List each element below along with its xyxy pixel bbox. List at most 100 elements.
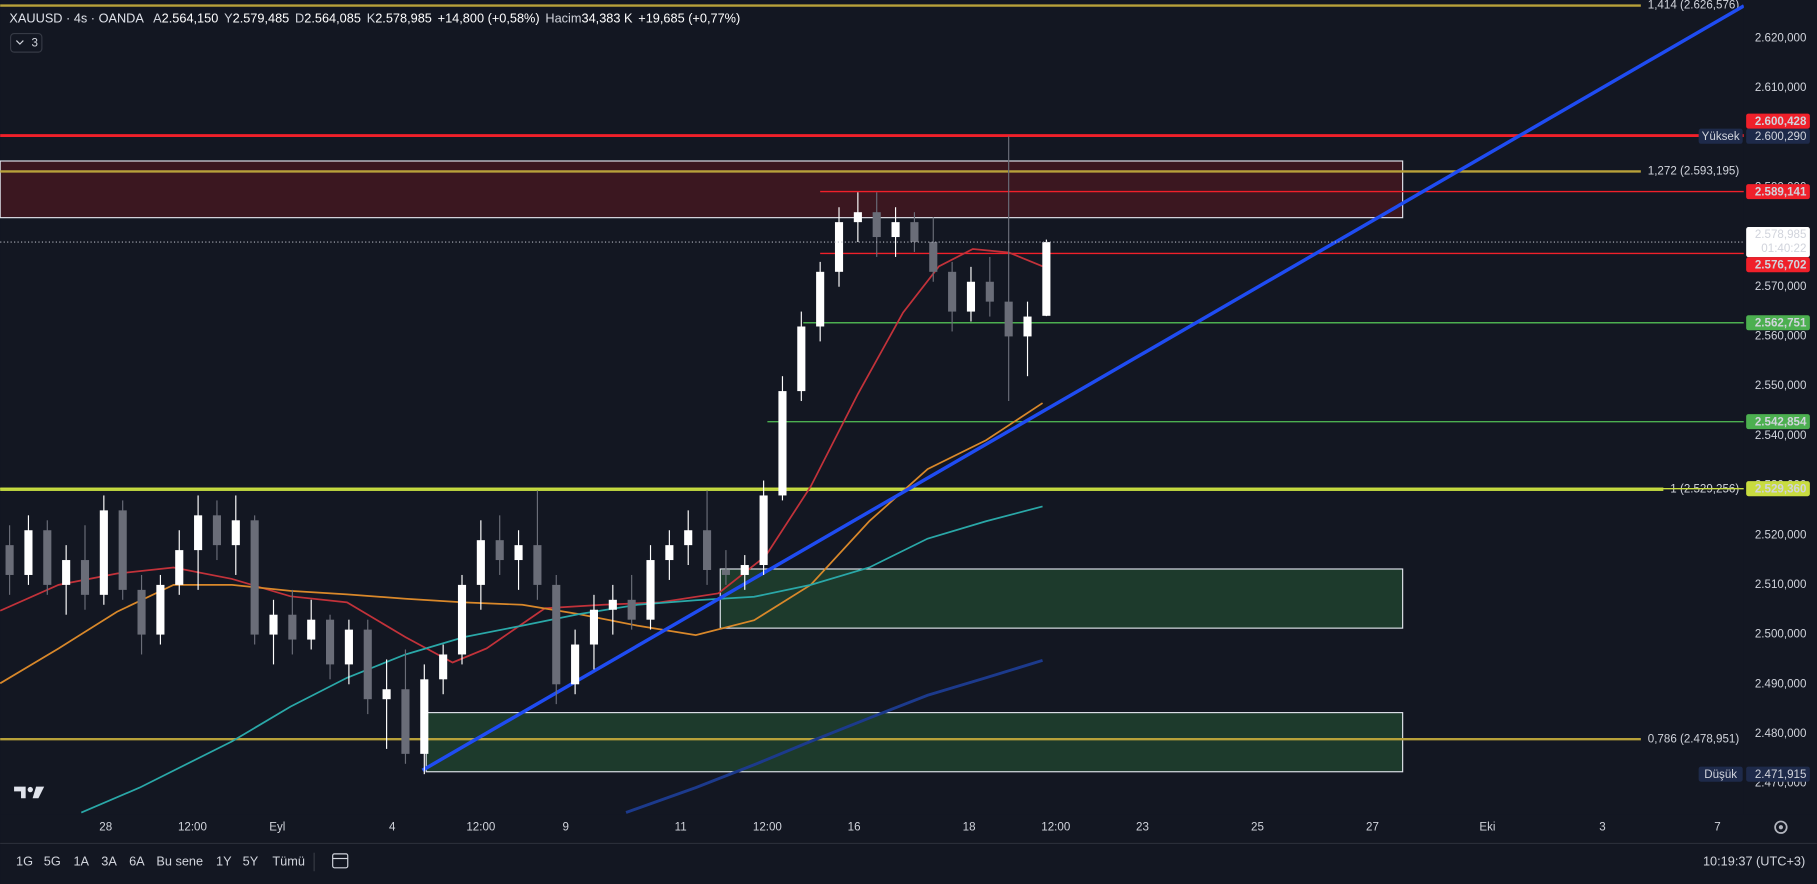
candle-body	[684, 530, 693, 546]
level-badge	[1746, 184, 1810, 200]
y-tick-label: 2.510,000	[1755, 579, 1807, 591]
extreme-label: 2.600,290	[1755, 131, 1807, 143]
zone	[0, 160, 1404, 219]
fib-label: 1,272 (2.593,195)	[1648, 166, 1740, 178]
candle-body	[853, 212, 862, 223]
range-button[interactable]: 5G	[44, 853, 61, 868]
x-tick-label: 12:00	[178, 821, 207, 833]
candle-body	[156, 584, 165, 635]
candle-body	[175, 550, 184, 585]
ohlc-key: Y	[224, 11, 233, 26]
level-badge	[1746, 414, 1810, 430]
moving-average	[80, 505, 1043, 814]
symbol[interactable]: XAUUSD · 4s · OANDA	[9, 11, 144, 26]
y-tick-label: 2.540,000	[1755, 430, 1807, 442]
candle-body	[363, 629, 372, 700]
zone	[425, 712, 1404, 773]
y-tick-label: 2.490,000	[1755, 678, 1807, 690]
x-tick-label: 23	[1136, 821, 1149, 833]
candle-body	[401, 689, 410, 754]
level-badge	[1746, 257, 1810, 273]
range-button[interactable]: 6A	[129, 853, 145, 868]
y-tick-label: 2.610,000	[1755, 82, 1807, 94]
ohlc-key: D	[295, 11, 304, 26]
candle-body	[891, 222, 900, 238]
y-tick-label: 2.620,000	[1755, 32, 1807, 44]
x-tick-label: 12:00	[1041, 821, 1070, 833]
range-button[interactable]: 5Y	[243, 853, 259, 868]
candle-body	[1004, 301, 1013, 337]
x-tick-label: 18	[963, 821, 976, 833]
range-toolbar: 1G 5G 1A 3A 6A Bu sene 1Y 5Y Tümü 10:19:…	[16, 852, 1805, 872]
indicator-count: 3	[31, 38, 37, 50]
x-tick-label: 4	[389, 821, 396, 833]
clock[interactable]: 10:19:37 (UTC+3)	[1703, 853, 1805, 868]
candle-body	[1042, 242, 1051, 316]
candle-body	[250, 520, 259, 635]
level-label: 2.562,751	[1755, 317, 1807, 329]
extreme-badge	[1746, 766, 1810, 782]
range-button[interactable]: Tümü	[272, 853, 305, 868]
candle-body	[966, 281, 976, 312]
range-button[interactable]: 1Y	[216, 853, 232, 868]
y-tick-label: 2.500,000	[1755, 629, 1807, 641]
indicators-toggle[interactable]: 3	[10, 33, 43, 53]
countdown: 01:40:22	[1761, 243, 1806, 255]
time-axis	[0, 814, 1817, 844]
candle-body	[288, 614, 297, 640]
ohlc-value: 2.579,485	[233, 11, 290, 26]
candle-body	[382, 689, 391, 700]
calendar[interactable]	[332, 853, 349, 869]
candle-body	[797, 326, 806, 392]
extreme-badge	[1746, 128, 1810, 144]
candle-body	[80, 560, 90, 595]
logo-part	[32, 786, 45, 799]
toggle-box[interactable]	[10, 33, 43, 53]
y-tick-label: 2.560,000	[1755, 330, 1807, 342]
range-button[interactable]: 1A	[73, 853, 89, 868]
level-badge	[1746, 113, 1810, 129]
candle-body	[231, 520, 240, 546]
date-range-icon[interactable]	[332, 853, 349, 869]
x-tick-label: Eki	[1479, 821, 1495, 833]
range-button[interactable]: 1G	[16, 853, 33, 868]
candle-body	[24, 530, 33, 575]
candle-body	[589, 609, 599, 645]
candle-body	[1023, 316, 1032, 337]
zone	[719, 568, 1404, 629]
ohlc-value: 2.564,085	[304, 11, 361, 26]
chevron	[15, 40, 24, 45]
level-label: 2.576,702	[1755, 259, 1807, 271]
candle-body	[627, 599, 636, 620]
candle-body	[910, 222, 919, 243]
range-button[interactable]: Bu sene	[156, 853, 203, 868]
extreme-key: Düşük	[1704, 769, 1737, 781]
plot: 1,414 (2.626,576)1,272 (2.593,195)1 (2.5…	[0, 0, 1817, 844]
candle-body	[929, 242, 938, 272]
candle-body	[533, 545, 542, 585]
candle-body	[118, 510, 127, 590]
candle-body	[872, 212, 881, 238]
candle-body	[307, 619, 316, 640]
candle-body	[834, 222, 844, 272]
range-button[interactable]: 3A	[101, 853, 117, 868]
candle-body	[571, 644, 580, 685]
candle-body	[269, 614, 278, 635]
x-tick-label: 9	[562, 821, 568, 833]
gear[interactable]	[1774, 820, 1788, 834]
candle-body	[948, 271, 957, 312]
ohlc-key: A	[153, 11, 162, 26]
level-label: 2.600,428	[1755, 116, 1807, 128]
volume-label: Hacim	[545, 11, 581, 26]
x-tick-label: 12:00	[466, 821, 495, 833]
candle-body	[325, 619, 335, 665]
trendline	[421, 4, 1745, 772]
level-label: 2.529,360	[1755, 483, 1807, 495]
x-tick-label: 16	[848, 821, 861, 833]
settings-icon[interactable]	[1774, 820, 1788, 834]
candle-body	[552, 584, 561, 685]
candle-body	[778, 391, 787, 496]
candle-body	[514, 545, 523, 561]
